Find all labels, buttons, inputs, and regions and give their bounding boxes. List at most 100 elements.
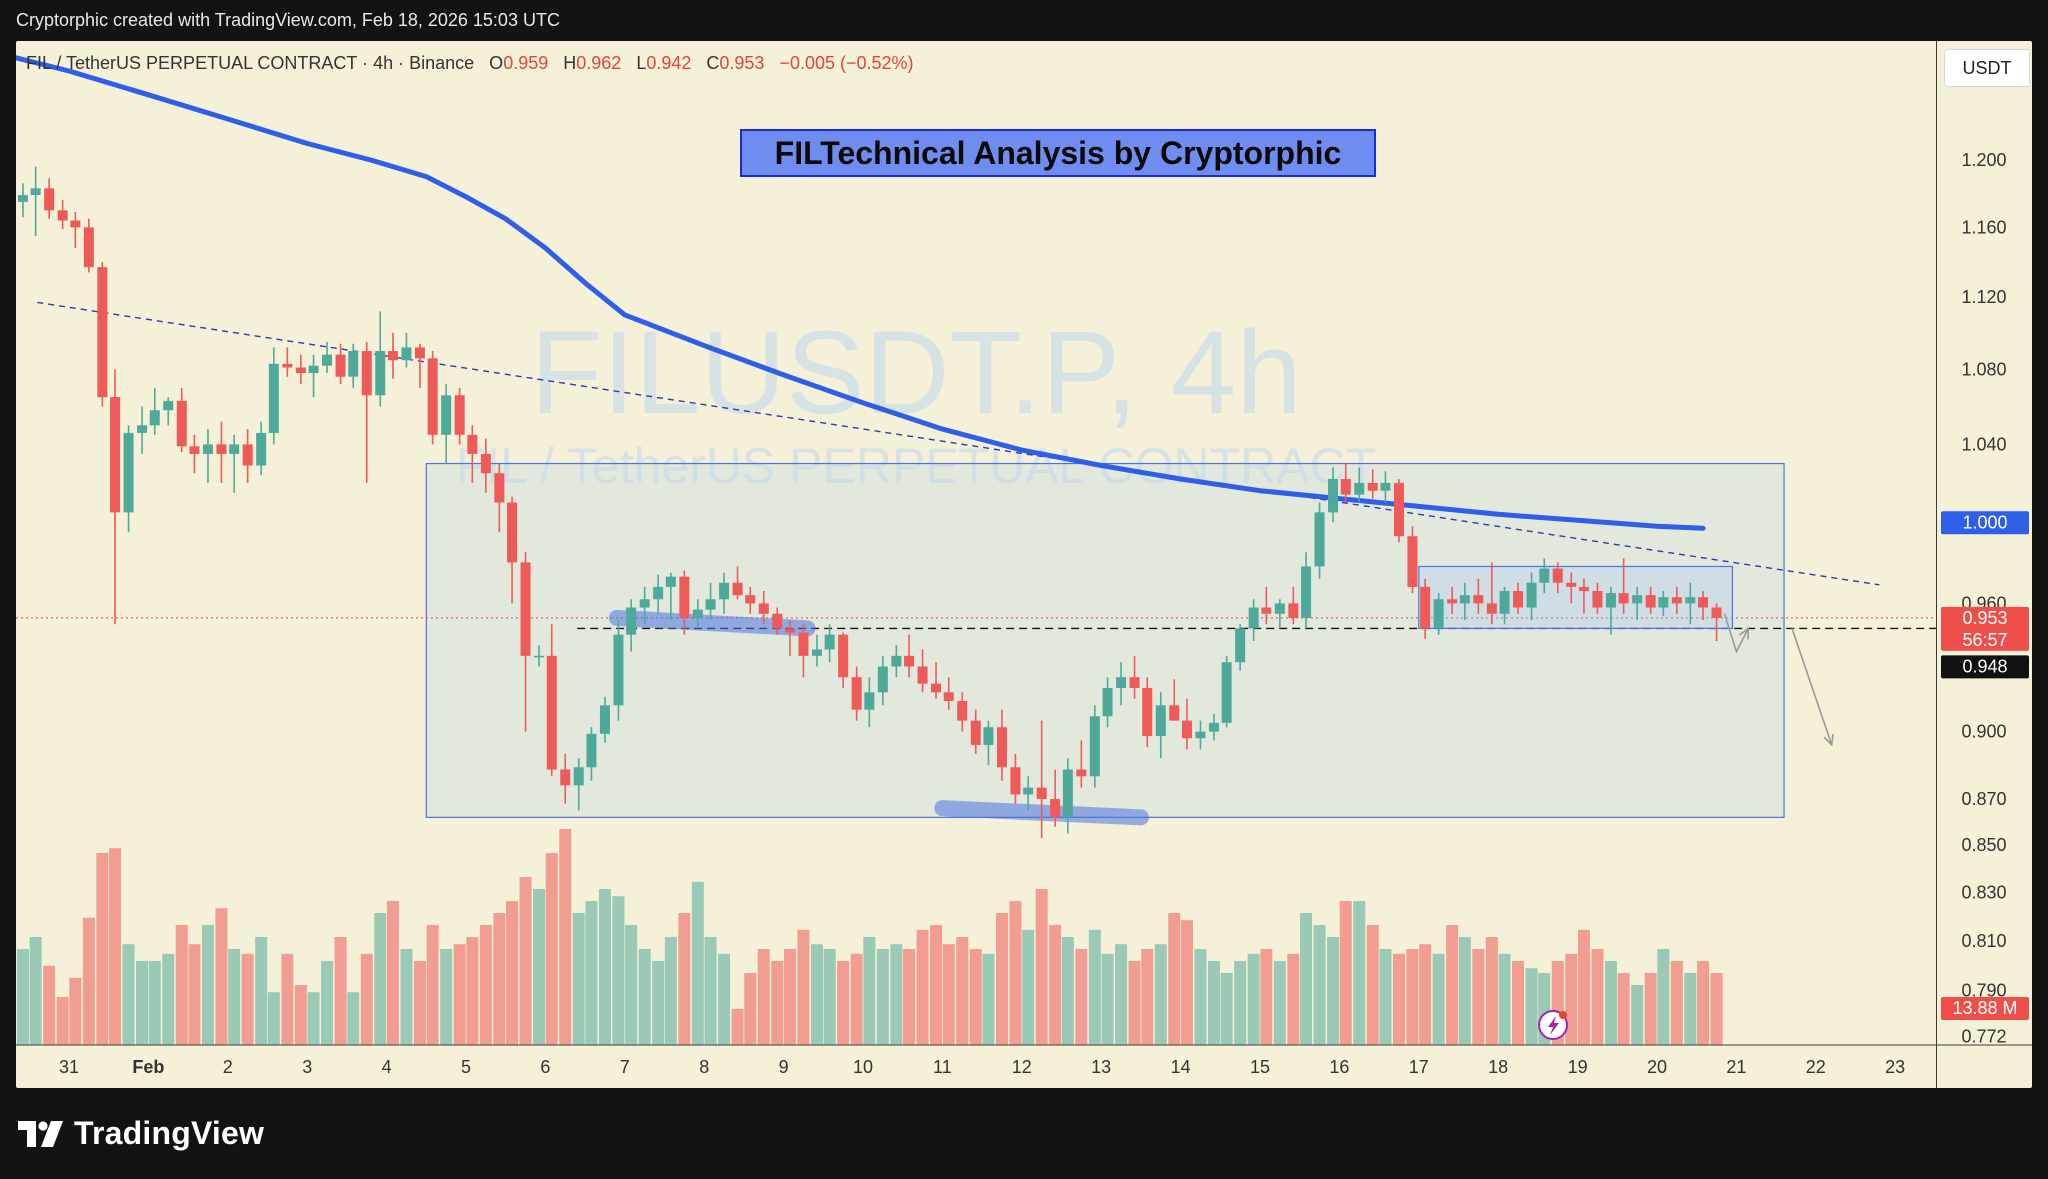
candle[interactable] (573, 758, 584, 811)
candle[interactable] (1221, 655, 1232, 728)
candle[interactable] (242, 429, 253, 483)
price-chart[interactable]: FILUSDT.P, 4h FIL / TetherUS PERPETUAL C… (16, 41, 2032, 1088)
ema-price-tag[interactable]: 1.000 (1941, 511, 2029, 535)
candle[interactable] (30, 166, 41, 236)
candle[interactable] (1552, 562, 1563, 594)
candle[interactable] (1605, 586, 1616, 635)
candle[interactable] (494, 463, 505, 533)
candle[interactable] (560, 753, 571, 804)
candle[interactable] (851, 666, 862, 721)
ema-line[interactable] (16, 47, 1706, 531)
candle[interactable] (758, 591, 769, 625)
candle[interactable] (1618, 558, 1629, 614)
candle[interactable] (229, 434, 240, 493)
support-price-tag[interactable]: 0.948 (1941, 655, 2029, 679)
candle[interactable] (414, 343, 425, 388)
candle[interactable] (427, 351, 438, 445)
candle[interactable] (322, 341, 333, 374)
candle[interactable] (387, 332, 398, 379)
candle[interactable] (784, 620, 795, 656)
candle[interactable] (983, 720, 994, 766)
candle[interactable] (176, 387, 187, 453)
candle[interactable] (375, 311, 386, 407)
candle[interactable] (480, 438, 491, 493)
chart-panel[interactable]: FILUSDT.P, 4h FIL / TetherUS PERPETUAL C… (16, 41, 2032, 1088)
candle[interactable] (1447, 586, 1458, 614)
candle[interactable] (1685, 582, 1696, 625)
candle[interactable] (137, 406, 148, 454)
candle[interactable] (679, 570, 690, 635)
candle[interactable] (308, 354, 319, 398)
candle[interactable] (123, 425, 134, 533)
candle[interactable] (1169, 679, 1180, 721)
range-box[interactable] (425, 462, 1785, 818)
candle[interactable] (1420, 578, 1431, 639)
candle[interactable] (705, 582, 716, 621)
candle[interactable] (1102, 677, 1113, 728)
candle[interactable] (1261, 586, 1272, 625)
candle[interactable] (295, 354, 306, 385)
candle[interactable] (163, 397, 174, 426)
candle[interactable] (1248, 599, 1259, 642)
candle[interactable] (57, 200, 68, 230)
candle[interactable] (1288, 586, 1299, 625)
currency-button[interactable]: USDT (1944, 49, 2030, 87)
candle[interactable] (1645, 586, 1656, 614)
candle[interactable] (1592, 582, 1603, 614)
candle[interactable] (931, 662, 942, 699)
candle[interactable] (1314, 502, 1325, 579)
candle[interactable] (1380, 471, 1391, 503)
candle[interactable] (599, 696, 610, 743)
candle[interactable] (1698, 591, 1709, 621)
candle[interactable] (1486, 562, 1497, 625)
candle[interactable] (44, 178, 55, 219)
candle[interactable] (268, 347, 279, 445)
candle[interactable] (1499, 586, 1510, 625)
candle[interactable] (401, 332, 412, 368)
candle[interactable] (692, 599, 703, 627)
candle[interactable] (1513, 582, 1524, 614)
candle[interactable] (1023, 776, 1034, 811)
candle[interactable] (772, 607, 783, 635)
candle[interactable] (97, 261, 108, 407)
candle[interactable] (1367, 469, 1378, 499)
candle[interactable] (1076, 740, 1087, 788)
candle[interactable] (534, 645, 545, 667)
candle[interactable] (1301, 552, 1312, 629)
candle[interactable] (1050, 769, 1061, 827)
candle[interactable] (1354, 467, 1365, 503)
candle[interactable] (864, 677, 875, 728)
candle[interactable] (943, 677, 954, 710)
candle[interactable] (917, 649, 928, 693)
candle[interactable] (745, 586, 756, 614)
candle[interactable] (1526, 572, 1537, 621)
candle[interactable] (1155, 692, 1166, 759)
candle[interactable] (17, 183, 28, 218)
candle[interactable] (1142, 677, 1153, 748)
candle[interactable] (639, 586, 650, 625)
candle[interactable] (189, 434, 200, 474)
candle[interactable] (811, 634, 822, 667)
descending-trendline[interactable] (37, 301, 1880, 586)
candle[interactable] (335, 343, 346, 385)
candle[interactable] (970, 709, 981, 754)
candle[interactable] (904, 634, 915, 678)
candle[interactable] (824, 624, 835, 663)
candle[interactable] (586, 727, 597, 781)
candle[interactable] (256, 421, 267, 476)
candle[interactable] (1632, 586, 1643, 621)
candle[interactable] (348, 343, 359, 388)
candle[interactable] (719, 572, 730, 614)
candle[interactable] (1235, 624, 1246, 671)
candle[interactable] (149, 387, 160, 435)
volume-tag[interactable]: 13.88 M (1941, 997, 2029, 1020)
candle[interactable] (653, 574, 664, 614)
candle[interactable] (732, 566, 743, 600)
candle[interactable] (996, 709, 1007, 781)
candle[interactable] (1089, 705, 1100, 788)
candle[interactable] (520, 552, 531, 732)
candle[interactable] (467, 425, 478, 483)
candle[interactable] (454, 387, 465, 445)
candle[interactable] (1208, 714, 1219, 741)
